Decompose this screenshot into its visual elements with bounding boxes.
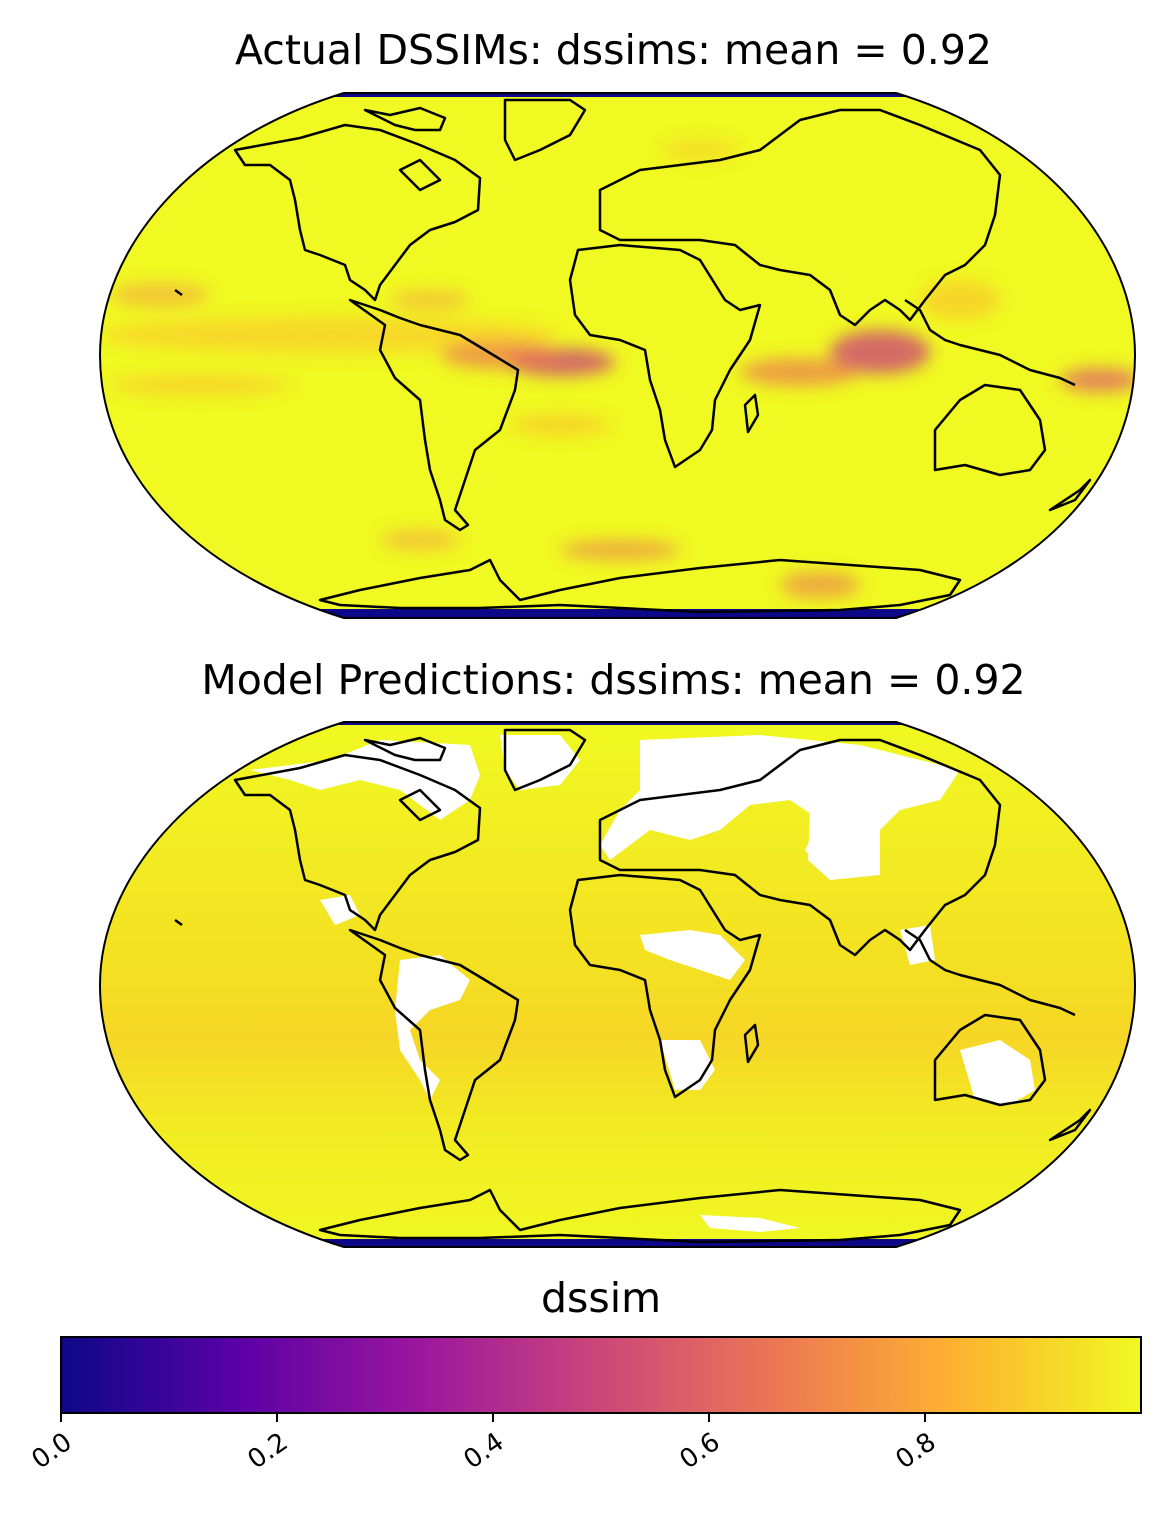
coastlines — [174, 98, 1092, 614]
polar-band-south-2 — [100, 1239, 1135, 1247]
dssim-anomaly-field — [100, 140, 1135, 599]
panel-title-actual: Actual DSSIMs: dssims: mean = 0.92 — [234, 26, 993, 74]
map-frame-predictions — [98, 721, 1137, 1248]
polar-band-north-2 — [100, 722, 1135, 725]
panel-title-predictions: Model Predictions: dssims: mean = 0.92 — [201, 656, 1026, 704]
coastlines-2 — [174, 728, 1092, 1244]
map-frame-actual — [98, 92, 1137, 619]
polar-band-north — [100, 93, 1135, 97]
colorbar-gradient — [60, 1336, 1142, 1414]
polar-band-south — [100, 609, 1135, 618]
colorbar-label: dssim — [540, 1274, 662, 1322]
